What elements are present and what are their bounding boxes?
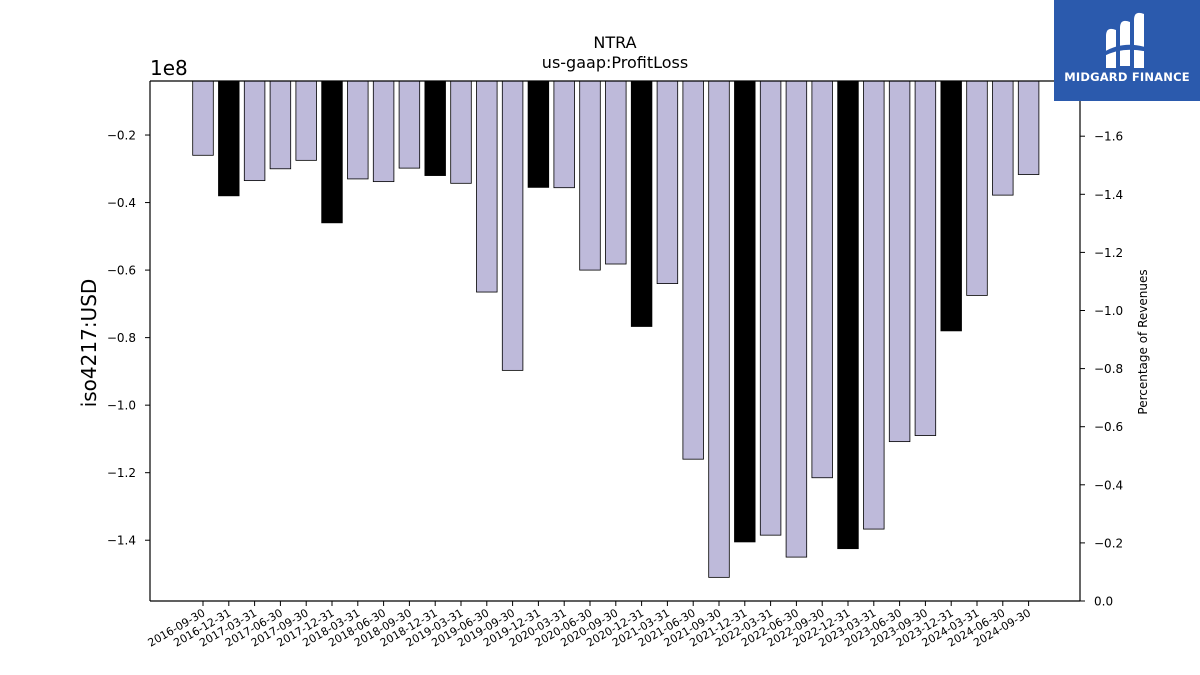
bar-2017-09-30 [295,80,317,161]
bar-2022-03-31 [759,80,782,536]
bar-2020-09-30 [605,80,627,265]
y2-tick-label: −1.0 [1094,304,1123,318]
y-tick-label: −1.2 [107,466,136,480]
y-tick-label: −0.4 [107,196,136,210]
bar-2024-06-30 [992,80,1014,196]
bar-2019-09-30 [501,80,524,371]
bar-2019-06-30 [476,80,498,293]
y2-tick-label: −1.6 [1094,130,1123,144]
bar-2021-09-30 [708,80,730,578]
y-offset-text: 1e8 [150,56,188,80]
y2-axis-label: Percentage of Revenues [1136,269,1150,414]
bar-2017-12-31 [321,80,343,224]
bar-2020-03-31 [553,80,575,189]
bar-2021-03-31 [656,80,679,285]
bar-2016-09-30 [192,80,214,156]
bar-2024-09-30 [1017,80,1040,175]
y2-tick-label: −0.4 [1094,478,1123,492]
bar-2018-03-31 [347,80,369,180]
logo-text: MIDGARD FINANCE [1064,70,1190,84]
bar-2020-12-31 [630,80,653,327]
y-tick-label: −1.0 [107,399,136,413]
bar-2022-06-30 [785,80,808,558]
bar-2019-03-31 [450,80,472,184]
logo: MIDGARD FINANCE [1054,0,1200,101]
bar-2022-09-30 [811,80,833,479]
bar-2019-12-31 [527,80,550,188]
chart-subtitle: us-gaap:ProfitLoss [542,53,688,72]
y2-tick-label: −1.4 [1094,188,1123,202]
y2-tick-label: 0.0 [1094,595,1113,609]
bar-2018-06-30 [372,80,395,183]
y2-tick-label: −0.2 [1094,536,1123,550]
bar-2020-06-30 [579,80,601,271]
bar-2024-03-31 [966,80,988,296]
bar-2023-06-30 [888,80,911,443]
y-tick-label: −1.4 [107,534,136,548]
bar-2021-12-31 [734,80,756,543]
bar-2017-03-31 [243,80,266,182]
bar-2022-12-31 [837,80,859,550]
bar-2023-09-30 [914,80,937,436]
bar-2018-09-30 [398,80,421,169]
y2-tick-label: −1.2 [1094,246,1123,260]
logo-mark-icon [1054,0,1200,101]
y-tick-label: −0.2 [107,129,136,143]
bar-2017-06-30 [269,80,292,170]
bar-2016-12-31 [218,80,240,197]
bar-2021-06-30 [682,80,704,460]
bars-group [192,80,1040,578]
y-tick-label: −0.8 [107,331,136,345]
y-axis-label: iso4217:USD [77,279,101,408]
y2-tick-label: −0.6 [1094,420,1123,434]
y-tick-label: −0.6 [107,264,136,278]
chart-title: NTRA [593,33,636,52]
bar-2018-12-31 [424,80,446,176]
y2-tick-label: −0.8 [1094,362,1123,376]
bar-2023-03-31 [863,80,885,530]
bar-2023-12-31 [940,80,962,332]
